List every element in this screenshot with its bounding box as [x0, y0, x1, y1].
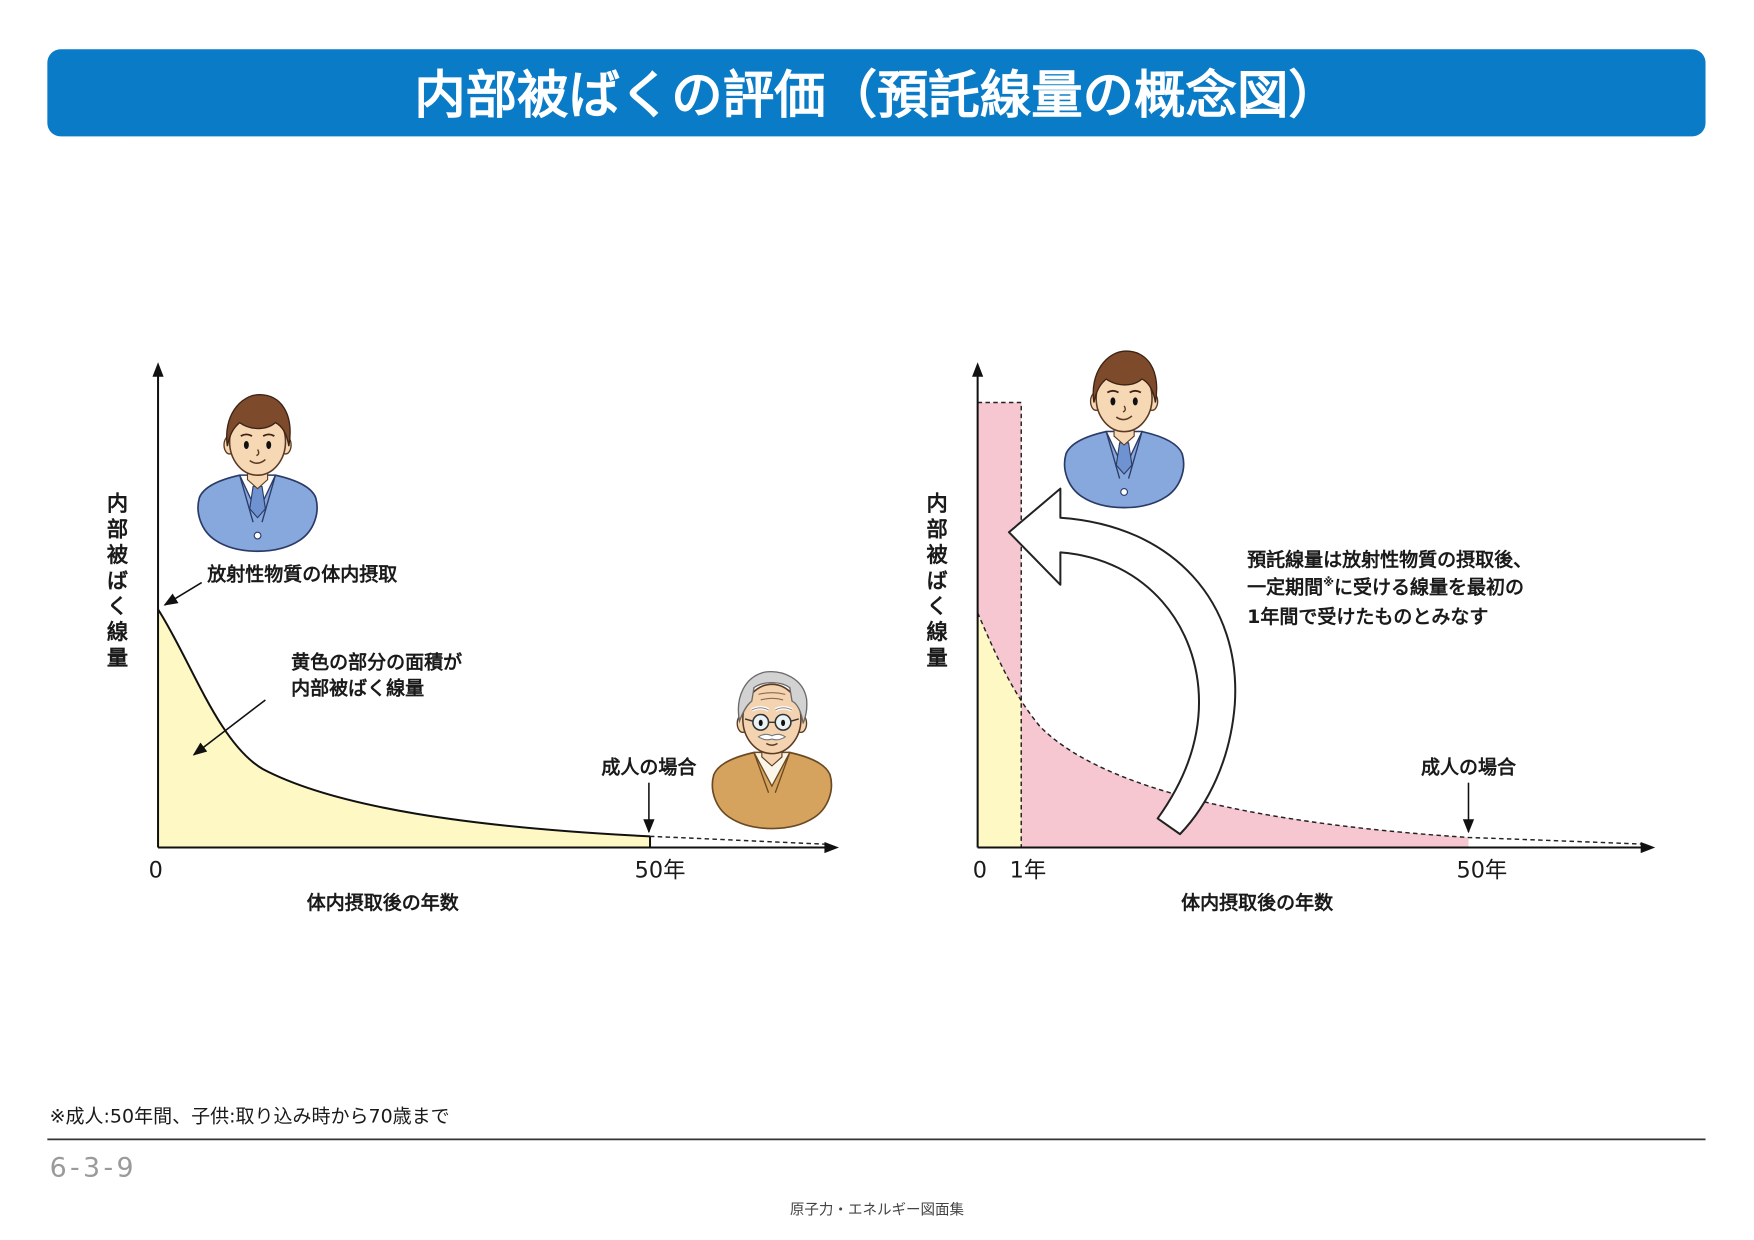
committed-dose-note-line3: 1年間で受けたものとみなす	[1247, 605, 1488, 628]
left-tick-0: 0	[149, 858, 163, 884]
right-x-axis-label: 体内摂取後の年数	[1181, 891, 1334, 914]
right-dose-curve	[976, 612, 1645, 845]
page-number: 6-3-9	[50, 1152, 137, 1183]
left-dose-curve	[157, 608, 651, 838]
right-remaining-dose-area	[977, 612, 1469, 848]
left-curve-extension	[649, 835, 826, 845]
left-x-axis-arrow	[824, 841, 839, 854]
intake-pointer-arrow	[163, 581, 203, 606]
right-tick-1: 1年	[1010, 858, 1047, 884]
left-y-axis-label: 内部被ばく線量	[103, 492, 128, 672]
elderly-man-illustration	[710, 669, 834, 831]
committed-dose-note-line2: 一定期間※に受ける線量を最初の	[1247, 576, 1524, 599]
right-y-axis-arrow	[972, 362, 984, 377]
intake-label: 放射性物質の体内摂取	[206, 562, 397, 585]
note-period-text: 一定期間	[1247, 576, 1323, 599]
note-footnote-mark: ※	[1323, 576, 1334, 589]
area-note-pointer-arrow	[192, 699, 266, 756]
right-adult-label: 成人の場合	[1421, 756, 1517, 779]
right-x-axis-arrow	[1640, 841, 1656, 854]
right-tick-0: 0	[973, 858, 987, 884]
left-dose-area	[158, 609, 651, 848]
left-tick-50: 50年	[635, 858, 686, 884]
left-panel: 内部被ばく線量 0 50年 体内摂取後の年数 放射性物質の体内摂取 黄色の部分の…	[103, 362, 839, 914]
page-title: 内部被ばくの評価（預託線量の概念図）	[414, 66, 1340, 126]
footer-source: 原子力・エネルギー図面集	[790, 1201, 965, 1218]
young-man-illustration	[197, 393, 318, 553]
curved-transfer-arrow	[1007, 487, 1237, 836]
right-y-axis-label: 内部被ばく線量	[923, 492, 948, 672]
right-tick-50: 50年	[1456, 858, 1507, 884]
committed-dose-block-outline	[977, 401, 1022, 848]
left-x-axis-label: 体内摂取後の年数	[307, 891, 460, 914]
footnote: ※成人:50年間、子供:取り込み時から70歳まで	[50, 1106, 450, 1128]
committed-dose-note-line1: 預託線量は放射性物質の摂取後、	[1247, 548, 1532, 571]
title-bar	[47, 49, 1706, 137]
left-y-axis-arrow	[152, 362, 164, 377]
area-note-line2: 内部被ばく線量	[291, 676, 424, 699]
right-first-year-dose-area	[977, 612, 1022, 848]
young-man-illustration-right	[1063, 350, 1185, 509]
area-note-line1: 黄色の部分の面積が	[291, 651, 462, 674]
right-panel: 内部被ばく線量 0 1年 50年 体内摂取後の年数 預託線量は放射性物質の摂取後…	[923, 350, 1656, 914]
left-adult-label: 成人の場合	[601, 756, 697, 779]
note-period-rest: に受ける線量を最初の	[1334, 576, 1524, 599]
